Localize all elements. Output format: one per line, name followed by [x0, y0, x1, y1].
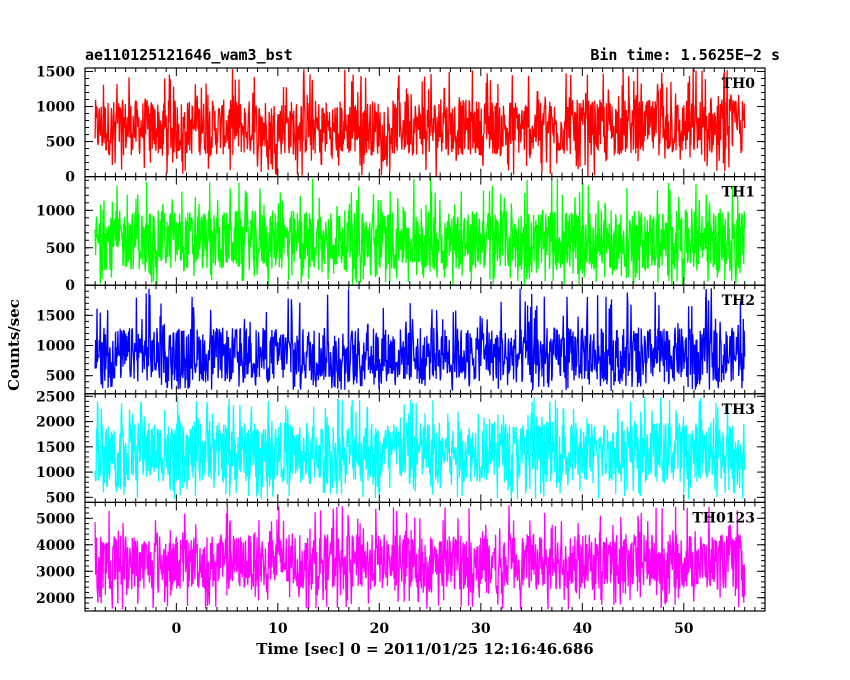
x-tick-label: 40	[573, 621, 593, 637]
chart-title: ae110125121646_wam3_bst	[85, 46, 293, 64]
panel-label-th1: TH1	[722, 185, 755, 201]
x-tick-label: 0	[171, 621, 181, 637]
x-tick-label: 10	[268, 621, 288, 637]
y-axis-label: Counts/sec	[5, 299, 23, 391]
x-tick-label: 50	[674, 621, 694, 637]
x-tick-label: 30	[471, 621, 491, 637]
y-tick-label: 1000	[36, 339, 75, 355]
y-tick-label: 0	[65, 278, 75, 294]
panel-label-th2: TH2	[722, 293, 755, 309]
panel-th0: 0 500 1000 1500 TH0	[36, 65, 766, 186]
series-line-th0123	[94, 505, 746, 610]
bin-time-label: Bin time: 1.5625E−2 s	[590, 46, 780, 64]
y-tick-label: 2500	[36, 389, 75, 405]
y-tick-label: 1500	[36, 65, 75, 81]
y-tick-label: 5000	[36, 511, 75, 527]
panel-th0123: 2000 3000 4000 5000 TH0123	[36, 501, 766, 612]
y-tick-label: 4000	[36, 538, 75, 554]
panel-th2: 500 1000 1500 TH2	[36, 284, 766, 395]
x-tick-label: 20	[370, 621, 390, 637]
y-tick-label: 1000	[36, 203, 75, 219]
y-tick-label: 500	[46, 135, 75, 151]
series-line-th0	[94, 68, 746, 177]
y-tick-label: 2000	[36, 591, 75, 607]
y-tick-label: 500	[46, 241, 75, 257]
panels-group: 050010001500TH005001000TH150010001500TH2…	[36, 65, 766, 637]
y-tick-label: 1000	[36, 100, 75, 116]
y-tick-label: 1500	[36, 308, 75, 324]
y-tick-label: 500	[46, 490, 75, 506]
panel-frame	[84, 501, 766, 612]
series-line-th1	[94, 177, 746, 286]
y-tick-label: 500	[46, 369, 75, 385]
x-axis-label: Time [sec] 0 = 2011/01/25 12:16:46.686	[256, 640, 593, 658]
series-line-th2	[94, 288, 746, 391]
panel-label-th3: TH3	[722, 402, 755, 418]
y-tick-label: 1500	[36, 440, 75, 456]
y-tick-label: 0	[65, 170, 75, 186]
panel-th1: 0 500 1000 TH1	[36, 176, 766, 294]
y-tick-label: 2000	[36, 415, 75, 431]
y-tick-label: 1000	[36, 465, 75, 481]
panel-label-th0123: TH0123	[692, 510, 755, 526]
panel-th3: 500 1000 1500 2000 2500 TH3	[36, 389, 766, 506]
panel-label-th0: TH0	[722, 76, 756, 92]
y-tick-label: 3000	[36, 564, 75, 580]
series-line-th3	[94, 396, 746, 500]
